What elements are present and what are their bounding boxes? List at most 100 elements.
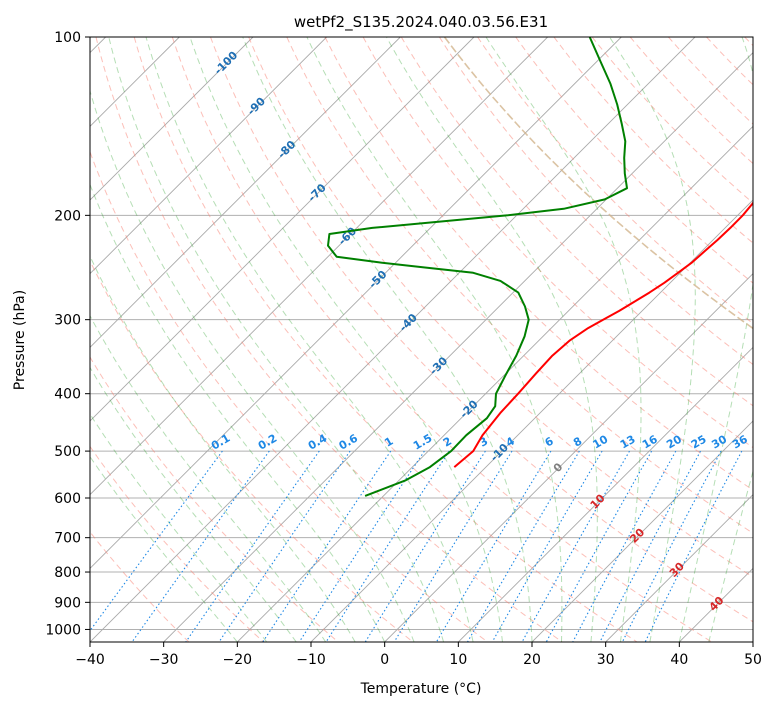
- dry-adiabat: [171, 37, 712, 642]
- isotherm-line: [90, 37, 622, 569]
- isotherm-line: [531, 420, 753, 642]
- x-tick-label: 10: [449, 652, 467, 668]
- dewpoint-profile-line: [327, 37, 628, 497]
- y-tick-label: 800: [54, 565, 81, 581]
- mixing-ratio-label: 20: [664, 432, 684, 451]
- x-tick-label: 40: [670, 652, 688, 668]
- isotherm-label: 10: [588, 491, 608, 511]
- moist-adiabat: [242, 37, 533, 642]
- isotherm-line: [90, 37, 254, 201]
- y-tick-label: 600: [54, 491, 81, 507]
- plot-area: -100-90-80-70-60-50-40-30-20-10010203040…: [90, 37, 753, 642]
- lcl-curve: [443, 37, 753, 330]
- dry-adiabat: [90, 356, 339, 642]
- moist-adiabat: [90, 255, 356, 642]
- mixing-ratio-line: [572, 450, 677, 642]
- moist-adiabats: [90, 37, 753, 642]
- mixing-ratio-line: [491, 450, 603, 642]
- plot-frame: [89, 36, 754, 643]
- lcl-curve: [443, 37, 753, 330]
- isotherm-line: [605, 494, 753, 642]
- mixing-ratio-label: 25: [689, 433, 709, 452]
- isotherm-label: -80: [275, 138, 298, 161]
- isotherm-line: [752, 641, 753, 642]
- mixing-ratio-label: 36: [730, 432, 750, 451]
- moist-adiabat: [708, 469, 753, 642]
- mixing-ratio-label: 16: [640, 432, 660, 451]
- dry-adiabat: [90, 259, 414, 642]
- moist-adiabat: [189, 37, 503, 642]
- dry-adiabat: [286, 37, 753, 534]
- moist-adiabat: [90, 183, 386, 642]
- x-tick-label: −10: [296, 652, 326, 668]
- dry-adiabat: [744, 37, 753, 47]
- mixing-ratio-label: 10: [591, 432, 611, 451]
- isotherm-line: [90, 37, 548, 496]
- mixing-ratio-line: [467, 450, 580, 642]
- dry-adiabat: [400, 37, 753, 407]
- dry-adiabat: [591, 37, 753, 204]
- isotherm-label: -30: [427, 354, 450, 377]
- mixing-ratio-line: [393, 450, 513, 642]
- moist-adiabat: [145, 37, 474, 642]
- isotherm-label: 0: [551, 460, 566, 475]
- x-tick-label: 20: [523, 652, 541, 668]
- y-tick-label: 200: [54, 208, 81, 224]
- temperature-profile-line: [453, 201, 753, 468]
- isotherm-label: -70: [306, 181, 329, 204]
- mixing-ratio-line: [621, 450, 722, 642]
- moist-adiabat: [90, 89, 415, 642]
- y-tick-label: 400: [54, 387, 81, 403]
- dry-adiabat: [668, 37, 753, 125]
- isotherm-label: 30: [667, 560, 687, 580]
- isotherm-line: [90, 37, 401, 348]
- isotherm-line: [310, 199, 753, 642]
- dry-adiabat: [438, 37, 753, 366]
- isotherm-line: [90, 37, 475, 422]
- mixing-ratio-line: [364, 450, 486, 642]
- mixing-ratio-line: [435, 450, 552, 642]
- dry-adiabat: [362, 37, 753, 449]
- moist-adiabat: [90, 413, 268, 642]
- mixing-ratio-label: 8: [571, 435, 584, 450]
- isotherm-line: [163, 52, 753, 642]
- moist-adiabat: [485, 37, 642, 642]
- x-tick-label: −20: [223, 652, 253, 668]
- isotherm-label: 40: [707, 594, 727, 614]
- moist-adiabat: [678, 37, 753, 642]
- isotherm-line: [90, 37, 327, 275]
- y-tick-label: 300: [54, 313, 81, 329]
- isotherm-grid: [90, 37, 753, 642]
- mixing-ratio-line: [545, 450, 653, 642]
- mixing-ratio-line: [185, 450, 320, 642]
- dry-adiabat: [90, 445, 264, 642]
- isotherm-label: -40: [397, 311, 420, 334]
- y-axis-label: Pressure (hPa): [12, 290, 28, 390]
- mixing-ratio-label: 30: [709, 432, 729, 451]
- dry-adiabat: [324, 37, 753, 491]
- mixing-ratio-line: [521, 450, 630, 642]
- sounding-profiles: [327, 37, 753, 497]
- moist-adiabat: [306, 37, 563, 642]
- moist-adiabat: [385, 37, 598, 642]
- y-tick-label: 100: [54, 30, 81, 46]
- moist-adiabat: [609, 37, 696, 642]
- dry-adiabat: [95, 37, 563, 642]
- mixing-ratio-label: 1: [382, 435, 395, 450]
- x-tick-label: 50: [744, 652, 762, 668]
- mixing-ratio-line: [325, 450, 450, 642]
- dry-adiabat: [133, 37, 638, 642]
- isotherm-line: [237, 125, 753, 642]
- y-tick-label: 900: [54, 595, 81, 611]
- x-tick-label: 0: [380, 652, 389, 668]
- moist-adiabat: [90, 314, 327, 642]
- mixing-ratio-label: 0.2: [256, 432, 279, 453]
- dry-adiabat: [248, 37, 753, 578]
- mixing-ratio-lines: [90, 450, 743, 642]
- y-tick-label: 1000: [45, 622, 81, 638]
- dry-adiabat: [553, 37, 753, 244]
- moist-adiabat: [90, 455, 238, 642]
- isotherm-label: -60: [336, 224, 359, 247]
- x-axis-label: Temperature (°C): [360, 681, 482, 697]
